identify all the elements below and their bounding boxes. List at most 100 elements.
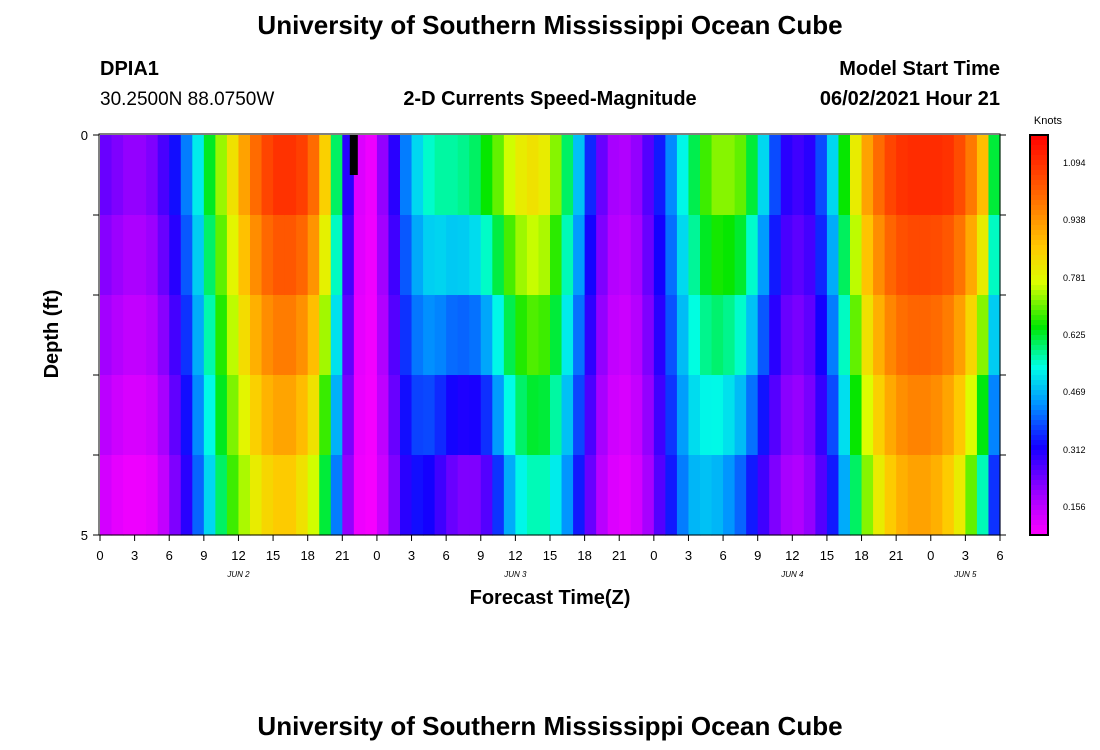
heatmap-cell <box>723 135 736 216</box>
heatmap-cell <box>376 135 390 216</box>
heatmap-cell <box>757 215 770 296</box>
heatmap-cell <box>873 375 886 456</box>
heatmap-cell <box>976 375 990 456</box>
heatmap-cell <box>319 215 332 296</box>
heatmap-cell <box>642 455 655 536</box>
heatmap-cell <box>330 215 343 296</box>
heatmap-cell <box>284 375 297 456</box>
colorbar-swatch <box>1030 155 1048 161</box>
heatmap-cell <box>342 455 355 536</box>
heatmap-cell <box>803 135 816 216</box>
heatmap-cell <box>411 215 424 296</box>
heatmap-cell <box>353 215 366 296</box>
heatmap-cell <box>515 455 528 536</box>
colorbar-tick-label: 1.094 <box>1063 158 1086 168</box>
heatmap-cell <box>757 135 770 216</box>
colorbar-swatch <box>1030 520 1048 526</box>
heatmap-cell <box>792 215 805 296</box>
heatmap-cell <box>146 455 159 536</box>
x-tick-label: 9 <box>200 548 207 563</box>
heatmap-cell <box>111 215 124 296</box>
heatmap-cell <box>365 455 378 536</box>
heatmap-cell <box>942 135 955 216</box>
heatmap-cell <box>434 295 447 376</box>
heatmap-cell <box>411 455 424 536</box>
heatmap-cell <box>815 295 828 376</box>
heatmap-cell <box>492 375 505 456</box>
heatmap-cell <box>203 295 216 376</box>
heatmap-cell <box>261 375 274 456</box>
heatmap-cell <box>919 295 932 376</box>
heatmap-cell <box>376 375 390 456</box>
heatmap-cell <box>400 375 413 456</box>
heatmap-cell <box>250 455 263 536</box>
heatmap-cell <box>769 215 782 296</box>
heatmap-cell <box>261 135 274 216</box>
heatmap-cell <box>180 375 193 456</box>
heatmap-cell <box>469 375 482 456</box>
colorbar-swatch <box>1030 415 1048 421</box>
colorbar-swatch <box>1030 315 1048 321</box>
heatmap-cell <box>619 375 632 456</box>
x-tick-label: 21 <box>889 548 903 563</box>
heatmap-cell <box>146 295 159 376</box>
colorbar-tick-label: 0.938 <box>1063 215 1086 225</box>
heatmap-cell <box>296 295 309 376</box>
heatmap-cell <box>226 215 240 296</box>
x-tick-label: 12 <box>508 548 522 563</box>
heatmap-cell <box>700 295 713 376</box>
heatmap-cell <box>238 455 251 536</box>
colorbar-swatch <box>1030 380 1048 386</box>
colorbar-swatch <box>1030 320 1048 326</box>
date-label: JUN 2 <box>226 570 250 579</box>
heatmap-cell <box>515 135 528 216</box>
heatmap-cell <box>319 375 332 456</box>
heatmap-cell <box>342 295 355 376</box>
heatmap-cell <box>330 455 343 536</box>
heatmap-cell <box>492 215 505 296</box>
heatmap-cell <box>630 375 643 456</box>
heatmap-cell <box>688 375 701 456</box>
colorbar-swatch <box>1030 185 1048 191</box>
heatmap-cell <box>538 375 551 456</box>
colorbar-swatch <box>1030 450 1048 456</box>
x-tick-label: 18 <box>300 548 314 563</box>
heatmap-cell <box>976 295 990 376</box>
heatmap-cell <box>630 135 643 216</box>
heatmap-cell <box>607 295 620 376</box>
heatmap-cell <box>942 455 955 536</box>
heatmap-cell <box>653 295 666 376</box>
heatmap-cell <box>884 455 897 536</box>
heatmap-cell <box>307 215 320 296</box>
colorbar-swatch <box>1030 455 1048 461</box>
heatmap-cell <box>596 375 609 456</box>
heatmap-cell <box>526 215 540 296</box>
heatmap-cell <box>711 375 724 456</box>
heatmap-cell <box>861 215 874 296</box>
heatmap-cell <box>676 295 690 376</box>
heatmap-cell <box>953 375 966 456</box>
colorbar-swatch <box>1030 440 1048 446</box>
colorbar-frame <box>1029 134 1049 536</box>
heatmap-cell <box>861 135 874 216</box>
colorbar-swatch <box>1030 505 1048 511</box>
heatmap-cell <box>446 295 459 376</box>
date-label: JUN 3 <box>503 570 527 579</box>
heatmap-cell <box>261 215 274 296</box>
heatmap-cell <box>134 455 147 536</box>
heatmap-cell <box>976 455 990 536</box>
heatmap-cell <box>700 375 713 456</box>
heatmap-cell <box>884 135 897 216</box>
heatmap-cell <box>665 375 678 456</box>
heatmap-cell <box>365 135 378 216</box>
heatmap-cell <box>584 375 597 456</box>
heatmap-cell <box>769 375 782 456</box>
heatmap-cell <box>596 215 609 296</box>
heatmap-cell <box>723 375 736 456</box>
heatmap-cell <box>284 295 297 376</box>
heatmap-cell <box>930 295 943 376</box>
heatmap-cell <box>330 295 343 376</box>
heatmap-cell <box>676 455 690 536</box>
heatmap-cell <box>653 375 666 456</box>
